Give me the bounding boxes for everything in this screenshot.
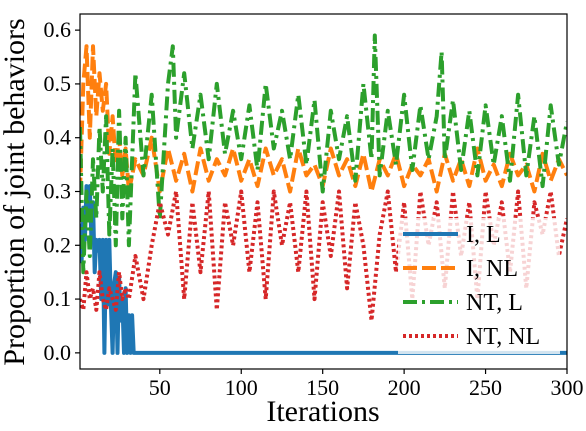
- x-tick-label: 100: [225, 375, 258, 400]
- legend-box: [398, 218, 560, 354]
- legend-label-4: NT, NL: [466, 324, 540, 350]
- y-tick-label: 0.5: [44, 71, 72, 96]
- legend-label-3: NT, L: [466, 290, 523, 316]
- x-tick-label: 300: [551, 375, 584, 400]
- x-axis-title: Iterations: [266, 395, 379, 428]
- y-axis-title: Proportion of joint behaviors: [0, 18, 31, 365]
- x-tick-label: 50: [149, 375, 171, 400]
- series-layer: [80, 33, 567, 355]
- x-tick-label: 200: [388, 375, 421, 400]
- series-line-4: [80, 189, 567, 323]
- y-tick-label: 0.3: [44, 179, 72, 204]
- y-tick-label: 0.2: [44, 232, 72, 257]
- y-tick-label: 0.0: [44, 340, 72, 365]
- x-tick-label: 150: [306, 375, 339, 400]
- y-tick-label: 0.1: [44, 286, 72, 311]
- x-tick-label: 250: [469, 375, 502, 400]
- legend-label-1: I, L: [466, 222, 501, 248]
- ticks-layer: 50 100 150 200 250 300 0.0 0.1 0.2 0.3 0.4 0.5 0.6: [44, 17, 584, 400]
- y-tick-label: 0.6: [44, 17, 72, 42]
- series-line-3: [80, 33, 567, 275]
- legend: I, L I, NL NT, L NT, NL: [398, 218, 560, 354]
- y-tick-label: 0.4: [44, 125, 72, 150]
- legend-label-2: I, NL: [466, 256, 518, 282]
